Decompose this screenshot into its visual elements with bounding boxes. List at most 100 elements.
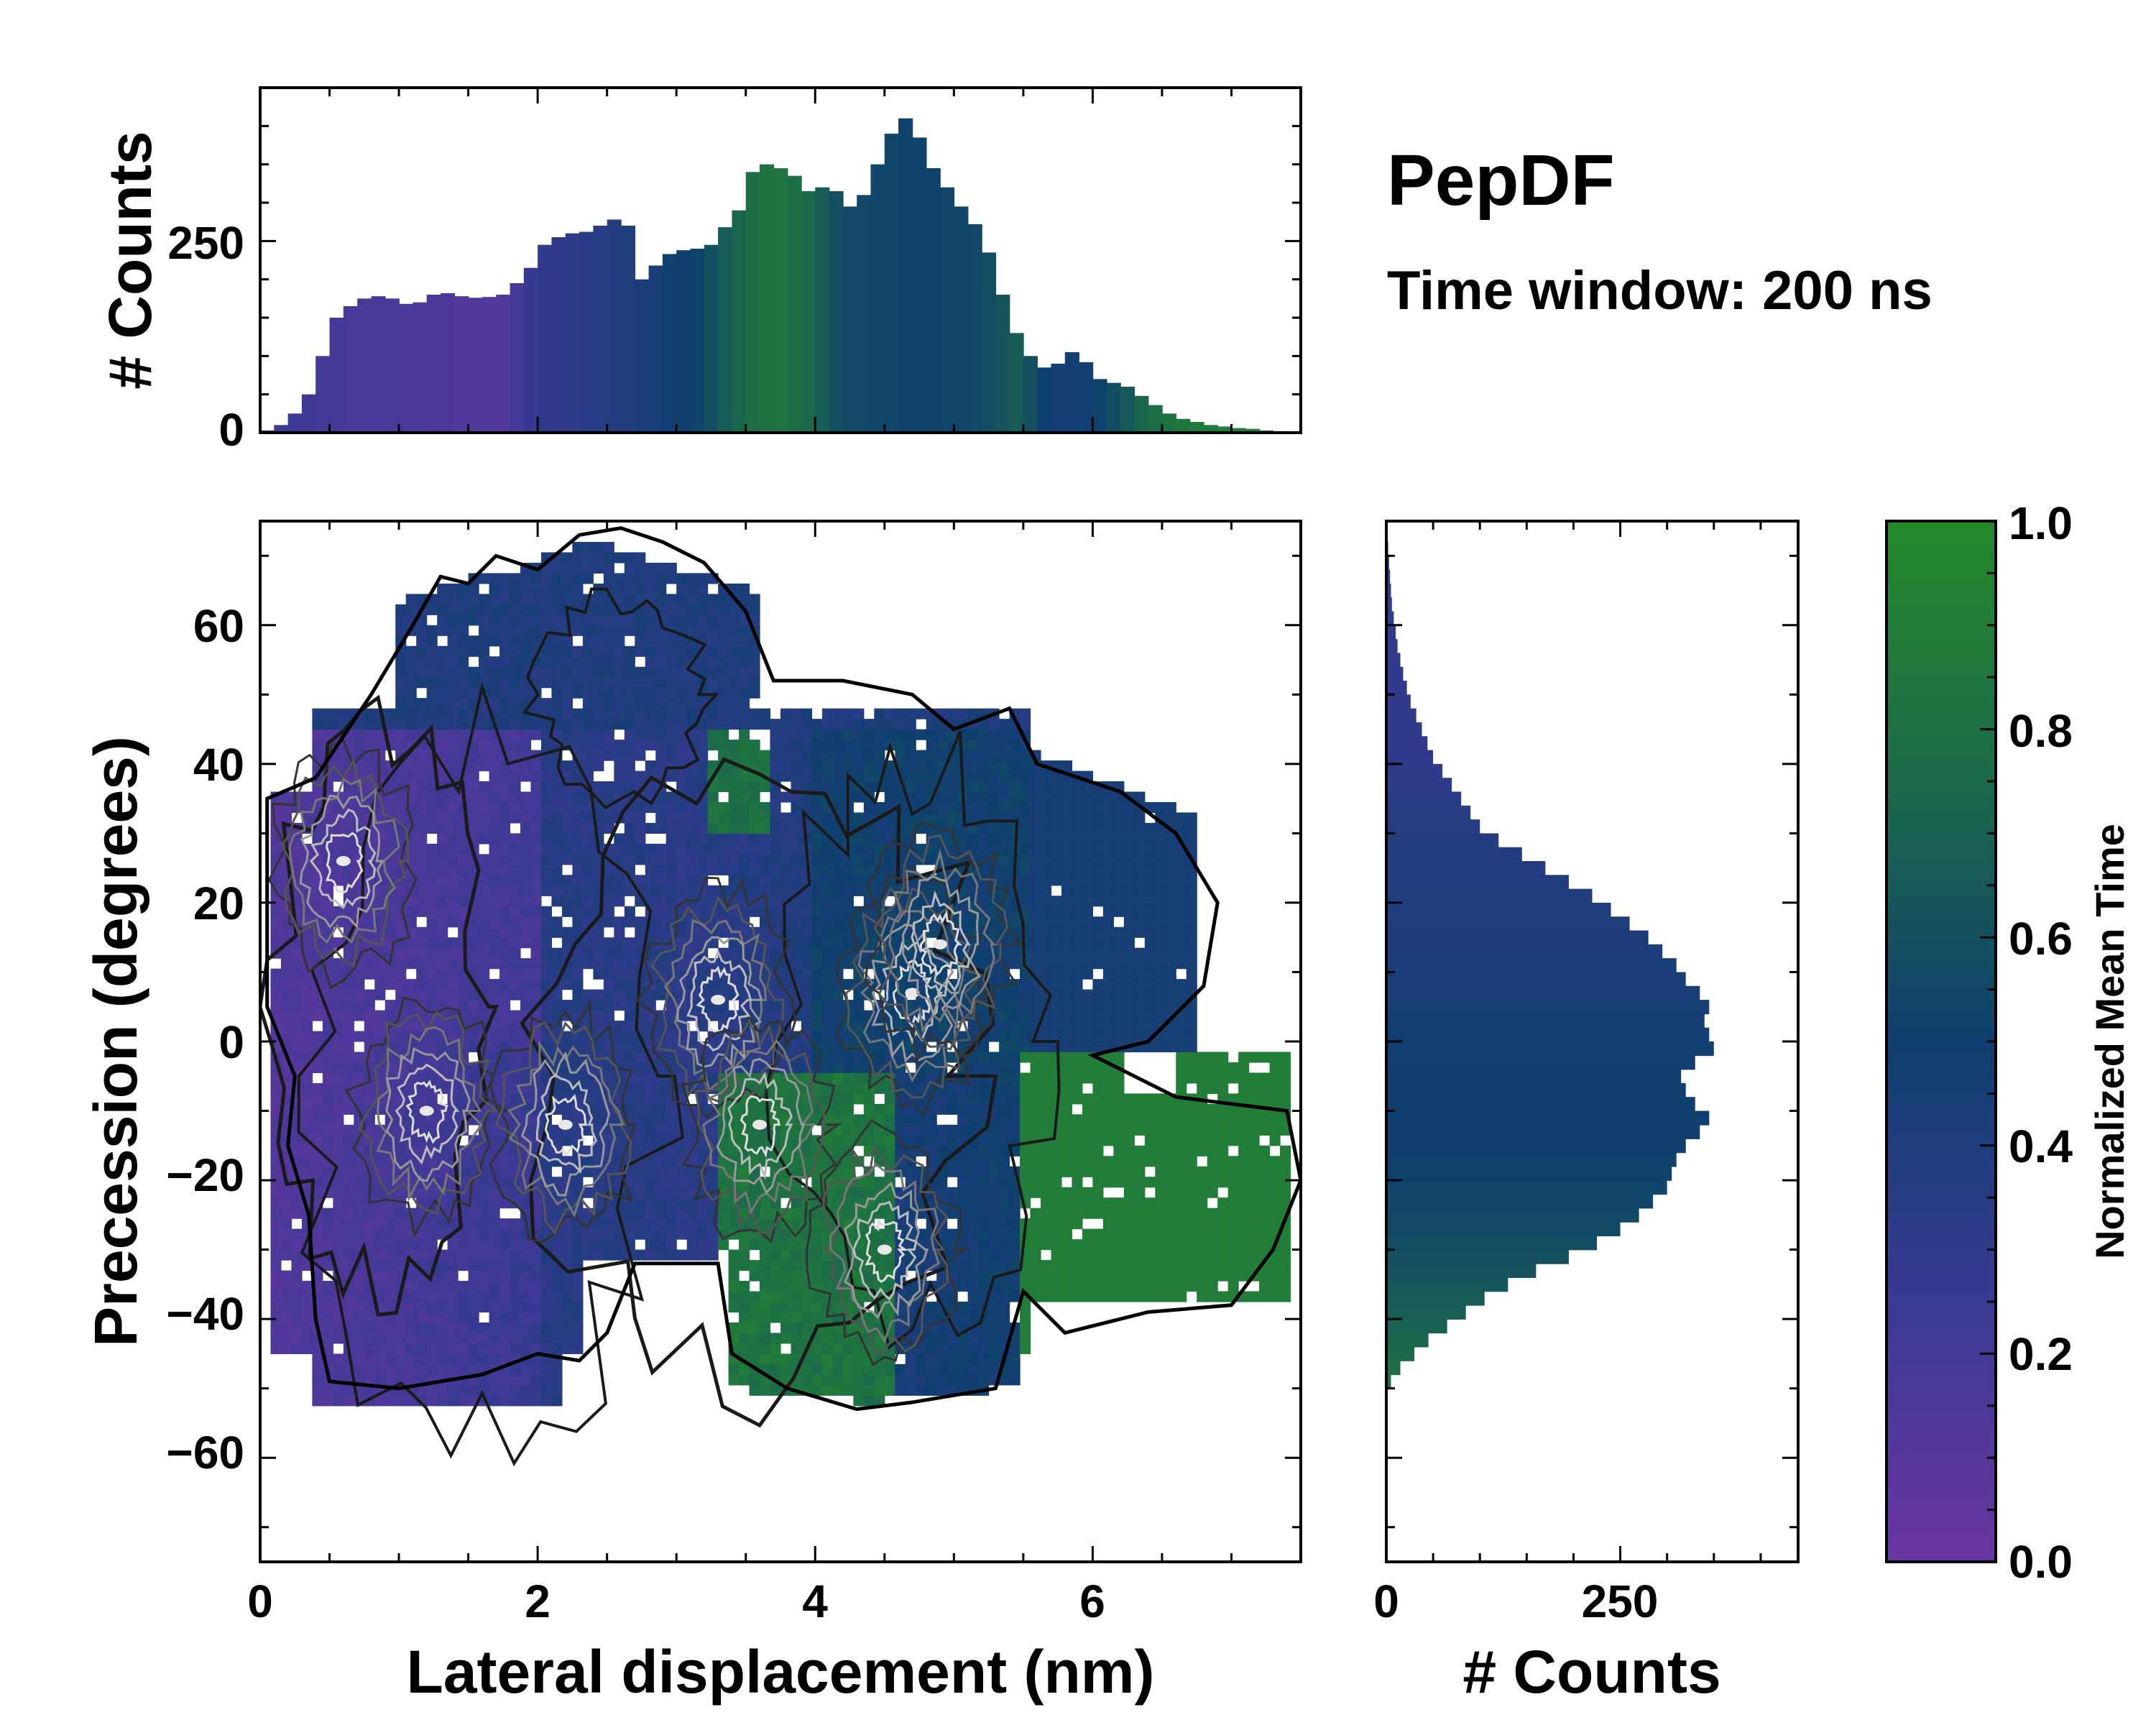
heatmap-cell [665, 1114, 677, 1126]
heatmap-cell [468, 1031, 479, 1042]
heatmap-cell [707, 615, 719, 626]
heatmap-cell [874, 1363, 885, 1375]
heatmap-cell [280, 791, 292, 803]
heatmap-cell [520, 1343, 532, 1354]
heatmap-cell [853, 760, 865, 772]
top-hist-bar [496, 295, 511, 433]
heatmap-cell [374, 864, 386, 875]
heatmap-cell [988, 1312, 1000, 1323]
heatmap-cell [354, 1353, 365, 1365]
heatmap-cell [301, 937, 313, 949]
heatmap-cell [479, 1239, 490, 1251]
heatmap-cell [780, 1291, 792, 1302]
heatmap-cell [978, 1156, 990, 1167]
heatmap-cell [739, 1072, 750, 1084]
heatmap-cell [718, 770, 729, 782]
heatmap-cell [780, 1177, 792, 1188]
heatmap-cell [832, 1353, 844, 1365]
heatmap-cell [739, 1322, 750, 1334]
top-hist-bar [801, 191, 816, 433]
heatmap-cell [718, 625, 729, 636]
heatmap-cell [614, 854, 625, 865]
heatmap-cell [791, 947, 802, 959]
heatmap-cell [967, 750, 979, 761]
heatmap-cell [374, 896, 386, 907]
heatmap-cell [561, 833, 573, 845]
heatmap-cell [437, 1166, 448, 1177]
heatmap-cell [884, 906, 895, 917]
heatmap-cell [811, 885, 823, 896]
heatmap-cell [842, 1343, 854, 1354]
heatmap-cell [1020, 1041, 1031, 1053]
heatmap-cell [676, 1072, 688, 1084]
heatmap-cell [489, 698, 500, 709]
top-hist-bar [1064, 352, 1079, 433]
heatmap-cell [842, 1124, 854, 1136]
heatmap-cell [530, 896, 542, 907]
heatmap-cell [510, 687, 521, 699]
heatmap-cell [572, 573, 584, 584]
heatmap-cell [707, 719, 719, 730]
heatmap-cell [416, 1312, 428, 1323]
heatmap-cell [551, 698, 563, 709]
heatmap-cell [614, 760, 625, 772]
heatmap-cell [718, 750, 729, 761]
heatmap-cell [364, 1093, 375, 1105]
heatmap-cell [728, 750, 740, 761]
heatmap-cell [770, 1353, 781, 1365]
heatmap-cell [458, 625, 469, 636]
heatmap-cell [384, 1010, 396, 1021]
heatmap-cell [645, 677, 656, 689]
heatmap-cell [707, 645, 719, 657]
heatmap-cell [520, 1052, 532, 1063]
heatmap-cell [437, 594, 448, 605]
heatmap-cell [530, 1302, 542, 1313]
heatmap-cell [426, 1312, 438, 1323]
heatmap-cell [551, 635, 563, 647]
heatmap-cell [489, 822, 500, 834]
heatmap-cell [863, 833, 875, 845]
heatmap-cell [999, 1374, 1010, 1386]
heatmap-cell [707, 656, 719, 668]
heatmap-cell [333, 958, 344, 970]
heatmap-cell [614, 1041, 625, 1053]
heatmap-cell [499, 1021, 511, 1032]
heatmap-cell [561, 635, 573, 647]
heatmap-cell [749, 656, 760, 668]
heatmap-cell [946, 1353, 958, 1365]
heatmap-cell [489, 1197, 500, 1209]
heatmap-cell [1020, 1156, 1031, 1167]
heatmap-cell [665, 791, 677, 803]
heatmap-cell [603, 615, 614, 626]
heatmap-cell [978, 958, 990, 970]
heatmap-cell [510, 1343, 521, 1354]
heatmap-cell [322, 989, 333, 1000]
heatmap-cell [645, 1072, 656, 1084]
heatmap-cell [1020, 885, 1031, 896]
heatmap-cell [510, 583, 521, 594]
heatmap-cell [842, 896, 854, 907]
heatmap-cell [333, 822, 344, 834]
heatmap-cell [270, 1281, 282, 1292]
heatmap-cell [437, 854, 448, 865]
heatmap-cell [811, 906, 823, 917]
heatmap-cell [811, 1218, 823, 1230]
heatmap-cell [905, 1000, 916, 1011]
heatmap-cell [832, 729, 844, 740]
heatmap-cell [645, 573, 656, 584]
heatmap-cell [426, 1041, 438, 1053]
heatmap-cell [967, 1021, 979, 1032]
heatmap-cell [863, 740, 875, 751]
heatmap-cell [447, 979, 459, 990]
heatmap-cell [791, 1281, 802, 1292]
heatmap-cell [739, 750, 750, 761]
heatmap-cell [322, 1145, 333, 1156]
top-hist-bar [551, 237, 566, 433]
heatmap-cell [728, 875, 740, 886]
heatmap-cell [489, 750, 500, 761]
heatmap-cell [540, 781, 553, 793]
heatmap-cell [821, 1135, 833, 1146]
heatmap-cell [551, 708, 563, 719]
heatmap-cell [988, 760, 1000, 772]
heatmap-cell [718, 635, 729, 647]
